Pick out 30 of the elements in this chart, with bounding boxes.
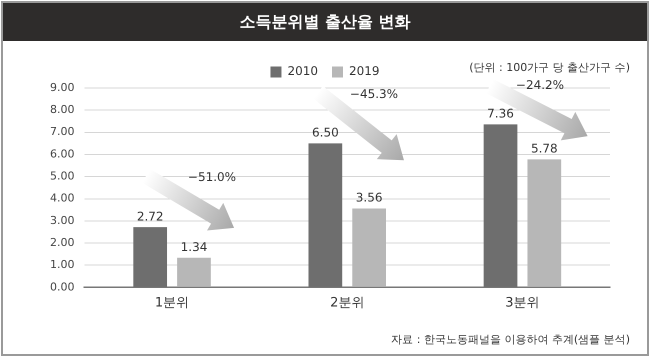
data-label: 1.34: [180, 240, 208, 254]
data-label: 2.72: [136, 209, 164, 224]
x-tick-label: 2분위: [330, 296, 364, 311]
annotation: −51.0%: [188, 170, 236, 184]
y-tick-label: 2.00: [50, 236, 74, 249]
y-tick-label: 3.00: [50, 214, 74, 227]
bar: [527, 159, 562, 287]
text: 자료 : 한국노동패널을 이용하여 추계(샘플 분석): [391, 332, 630, 346]
y-tick-label: 4.00: [50, 192, 74, 205]
annotation: −45.3%: [350, 87, 398, 102]
data-label: 6.50: [312, 126, 339, 140]
y-tick-label: 9.00: [50, 80, 74, 94]
x-tick-label: 1분위: [154, 296, 190, 311]
y-tick-label: 7.00: [50, 125, 74, 138]
y-tick-label: 0.00: [50, 280, 74, 294]
data-label: 5.78: [530, 141, 558, 156]
legend-label: 2019: [349, 64, 380, 78]
data-label: 3.56: [356, 190, 382, 205]
chart-title: 소득분위별 출산율 변화: [3, 3, 647, 41]
y-tick-label: 8.00: [50, 103, 74, 116]
y-tick-label: 6.00: [50, 147, 74, 160]
text: (단위 : 100가구 당 출산가구 수): [469, 60, 630, 74]
data-label: 7.36: [487, 106, 514, 120]
bar: [177, 258, 211, 287]
legend-label: 2010: [287, 64, 318, 78]
y-tick-label: 5.00: [50, 169, 74, 182]
bar: [352, 208, 386, 287]
x-tick-label: 3분위: [505, 296, 540, 311]
annotation: −24.2%: [516, 78, 564, 92]
y-tick-label: 1.00: [50, 258, 74, 272]
